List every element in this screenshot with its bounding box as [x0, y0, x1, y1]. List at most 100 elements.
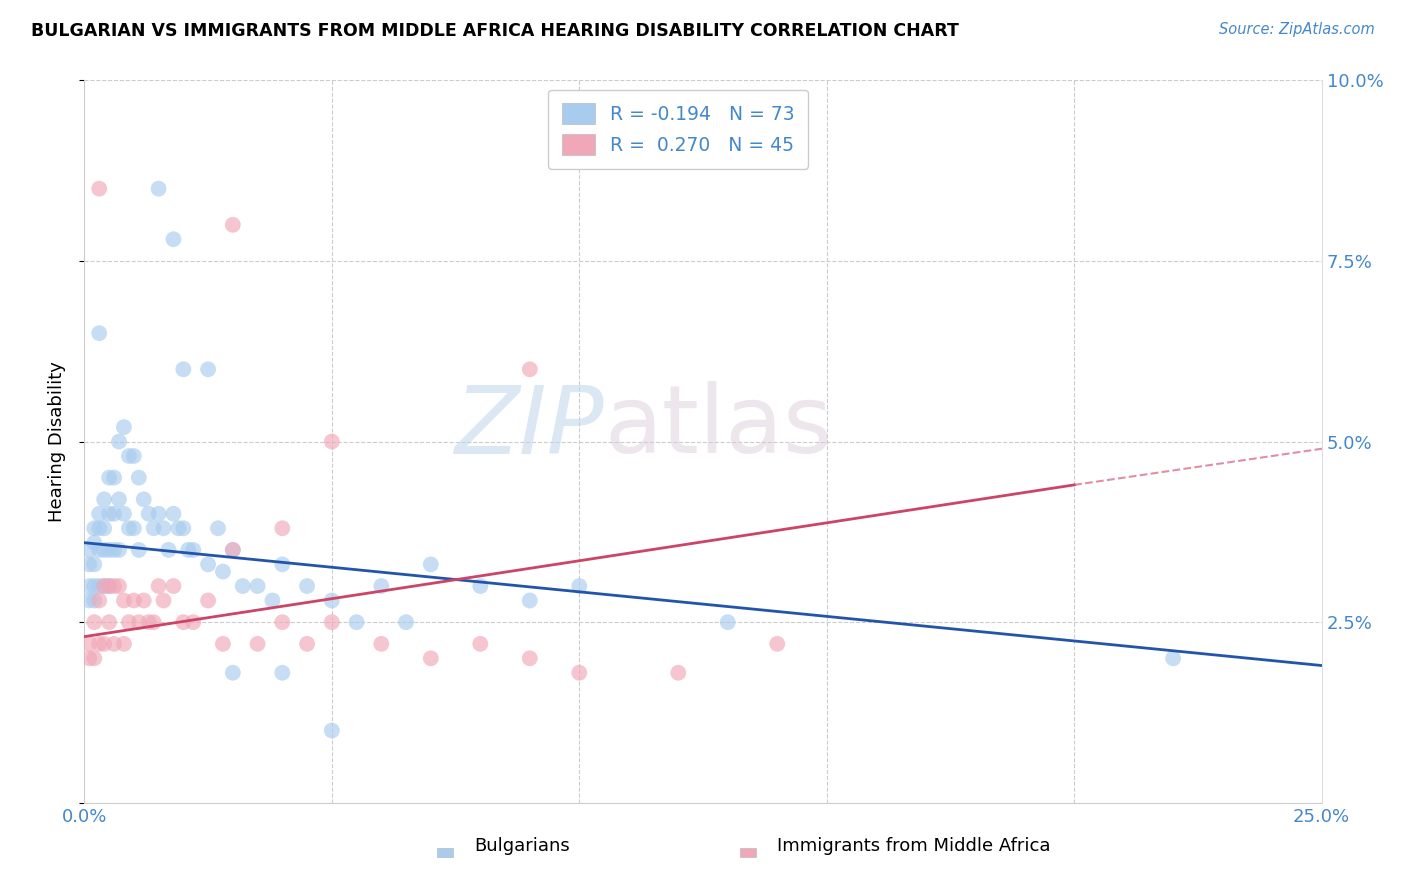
Point: [142, 615, 165, 630]
Point: [172, 521, 194, 535]
Point: [98, 542, 121, 557]
Point: [419, 558, 441, 572]
Point: [142, 521, 165, 535]
Point: [89, 542, 111, 557]
Point: [470, 637, 492, 651]
Point: [108, 542, 131, 557]
Point: [321, 615, 343, 630]
FancyBboxPatch shape: [437, 848, 453, 857]
Legend: R = -0.194   N = 73, R =  0.270   N = 45: R = -0.194 N = 73, R = 0.270 N = 45: [548, 90, 808, 169]
Point: [271, 558, 294, 572]
Point: [79, 579, 101, 593]
Point: [112, 593, 135, 607]
Point: [118, 521, 141, 535]
Point: [83, 579, 105, 593]
Point: [370, 637, 392, 651]
Point: [83, 558, 105, 572]
Point: [93, 492, 115, 507]
Point: [89, 507, 111, 521]
Point: [519, 362, 541, 376]
Point: [470, 579, 492, 593]
Point: [162, 579, 184, 593]
Point: [138, 615, 160, 630]
Point: [212, 637, 235, 651]
Point: [222, 218, 245, 232]
Point: [98, 507, 121, 521]
Point: [232, 579, 254, 593]
Point: [89, 637, 111, 651]
Point: [321, 593, 343, 607]
Point: [162, 232, 184, 246]
Point: [83, 615, 105, 630]
Point: [89, 326, 111, 340]
Point: [148, 507, 170, 521]
Point: [346, 615, 368, 630]
Point: [207, 521, 229, 535]
Point: [157, 542, 180, 557]
Point: [103, 471, 125, 485]
Point: [132, 593, 155, 607]
Point: [181, 542, 204, 557]
Point: [112, 637, 135, 651]
Y-axis label: Hearing Disability: Hearing Disability: [48, 361, 66, 522]
Point: [519, 651, 541, 665]
Point: [122, 521, 145, 535]
Point: [295, 579, 318, 593]
Point: [128, 471, 150, 485]
Point: [83, 521, 105, 535]
Point: [98, 471, 121, 485]
Text: Bulgarians: Bulgarians: [474, 838, 569, 855]
Point: [568, 665, 591, 680]
Point: [152, 593, 174, 607]
Point: [212, 565, 235, 579]
Point: [83, 651, 105, 665]
Point: [162, 507, 184, 521]
Point: [271, 665, 294, 680]
Point: [89, 593, 111, 607]
FancyBboxPatch shape: [740, 848, 755, 857]
Point: [717, 615, 740, 630]
Point: [89, 579, 111, 593]
Point: [666, 665, 689, 680]
Text: Source: ZipAtlas.com: Source: ZipAtlas.com: [1219, 22, 1375, 37]
Point: [197, 558, 219, 572]
Point: [83, 535, 105, 549]
Point: [108, 492, 131, 507]
Point: [83, 593, 105, 607]
Point: [419, 651, 441, 665]
Point: [246, 579, 269, 593]
Point: [148, 579, 170, 593]
Point: [262, 593, 284, 607]
Point: [568, 579, 591, 593]
Point: [112, 420, 135, 434]
Point: [93, 637, 115, 651]
Point: [122, 449, 145, 463]
Point: [321, 723, 343, 738]
Point: [138, 507, 160, 521]
Point: [93, 579, 115, 593]
Point: [89, 182, 111, 196]
Point: [108, 434, 131, 449]
Point: [98, 579, 121, 593]
Text: BULGARIAN VS IMMIGRANTS FROM MIDDLE AFRICA HEARING DISABILITY CORRELATION CHART: BULGARIAN VS IMMIGRANTS FROM MIDDLE AFRI…: [31, 22, 959, 40]
Point: [246, 637, 269, 651]
Point: [93, 521, 115, 535]
Point: [148, 182, 170, 196]
Point: [128, 615, 150, 630]
Point: [132, 492, 155, 507]
Point: [93, 579, 115, 593]
Point: [108, 579, 131, 593]
Point: [118, 615, 141, 630]
Point: [197, 362, 219, 376]
Point: [370, 579, 392, 593]
Point: [177, 542, 200, 557]
Point: [79, 542, 101, 557]
Point: [395, 615, 418, 630]
Point: [93, 542, 115, 557]
Point: [79, 651, 101, 665]
Point: [519, 593, 541, 607]
Point: [98, 579, 121, 593]
Point: [112, 507, 135, 521]
Point: [118, 449, 141, 463]
Point: [271, 521, 294, 535]
